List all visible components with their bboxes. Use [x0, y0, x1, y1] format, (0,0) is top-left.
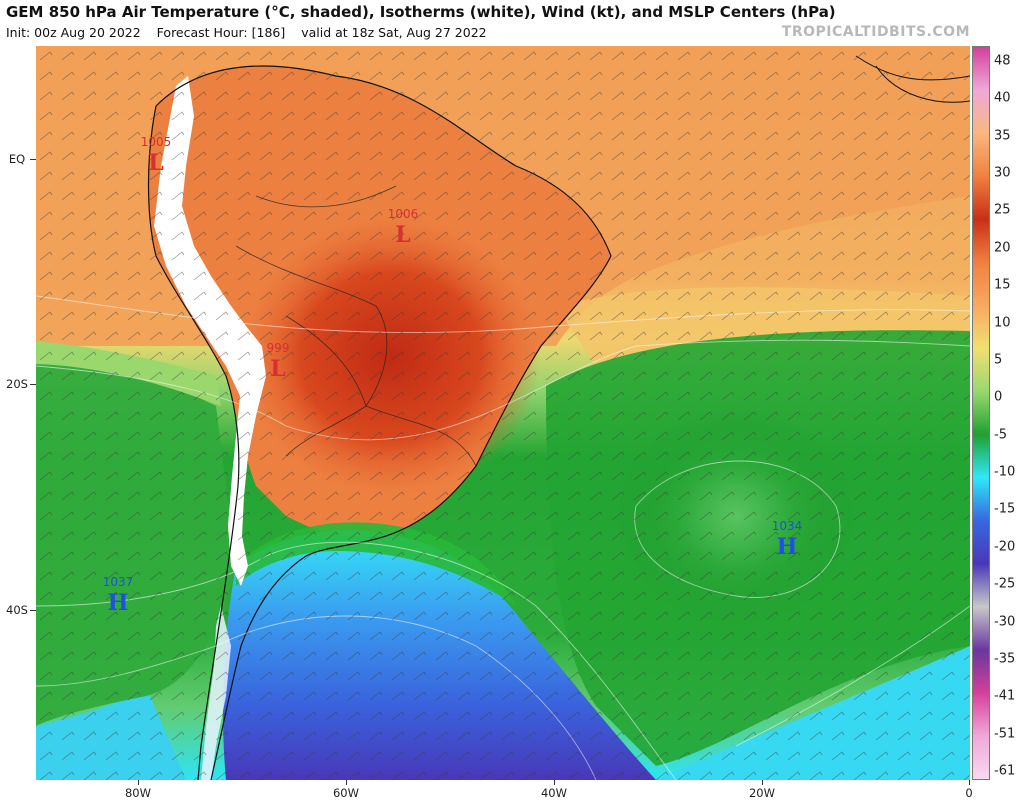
- pressure-center-1034: 1034 H: [772, 519, 803, 560]
- lon-tick: [762, 780, 763, 785]
- brand-watermark: TROPICALTIDBITS.COM: [781, 24, 970, 40]
- colorbar-label: -15: [994, 501, 1016, 517]
- forecast-hour: Forecast Hour: [186]: [156, 25, 286, 40]
- colorbar-label: 30: [994, 165, 1011, 181]
- lat-label-eq: EQ: [8, 152, 26, 166]
- lon-label-80w: 80W: [124, 786, 152, 800]
- pressure-center-1037: 1037 H: [103, 575, 134, 616]
- pressure-letter: L: [270, 356, 285, 382]
- lon-tick: [554, 780, 555, 785]
- colorbar-label: -61: [994, 763, 1016, 779]
- lon-label-60w: 60W: [332, 786, 360, 800]
- wind-barbs: [36, 46, 970, 780]
- map-subtitle: Init: 00z Aug 20 2022 Forecast Hour: [18…: [6, 25, 499, 40]
- temperature-field: 1005 L 1006 L 999 L 1034 H 1037 H: [36, 46, 970, 780]
- lon-label-0: 0: [965, 786, 973, 800]
- pressure-letter: L: [395, 222, 410, 248]
- init-time: Init: 00z Aug 20 2022: [6, 25, 141, 40]
- pressure-value: 1037: [103, 575, 134, 589]
- colorbar-label: 35: [994, 128, 1011, 144]
- temperature-map: 1005 L 1006 L 999 L 1034 H 1037 H: [36, 46, 970, 780]
- lon-tick: [138, 780, 139, 785]
- colorbar-label: 20: [994, 240, 1011, 256]
- colorbar-label: -41: [994, 688, 1016, 704]
- pressure-value: 999: [267, 341, 290, 355]
- lat-tick: [30, 610, 36, 611]
- valid-time: valid at 18z Sat, Aug 27 2022: [301, 25, 487, 40]
- pressure-center-1005: 1005 L: [141, 135, 172, 176]
- pressure-letter: H: [108, 590, 129, 616]
- lon-label-20w: 20W: [748, 786, 776, 800]
- pressure-value: 1034: [772, 519, 803, 533]
- pressure-value: 1006: [388, 207, 419, 221]
- colorbar-label: 40: [994, 90, 1011, 106]
- lon-tick: [346, 780, 347, 785]
- colorbar-label: -51: [994, 726, 1016, 742]
- colorbar-label: 0: [994, 389, 1003, 405]
- colorbar-label: 15: [994, 277, 1011, 293]
- lon-tick: [969, 780, 970, 785]
- temperature-colorbar: [972, 46, 990, 780]
- lat-label-20s: 20S: [6, 377, 28, 391]
- colorbar-label: -35: [994, 651, 1016, 667]
- map-title: GEM 850 hPa Air Temperature (°C, shaded)…: [6, 3, 836, 21]
- lat-label-40s: 40S: [6, 603, 28, 617]
- pressure-letter: H: [777, 534, 798, 560]
- colorbar-label: -5: [994, 427, 1007, 443]
- colorbar-label: -10: [994, 464, 1016, 480]
- lon-label-40w: 40W: [540, 786, 568, 800]
- lat-tick: [30, 159, 36, 160]
- colorbar-label: -30: [994, 614, 1016, 630]
- colorbar-label: -25: [994, 576, 1016, 592]
- colorbar-label: 5: [994, 352, 1003, 368]
- pressure-center-1006: 1006 L: [388, 207, 419, 248]
- pressure-value: 1005: [141, 135, 172, 149]
- colorbar-label: 48: [994, 53, 1011, 69]
- colorbar-label: 10: [994, 315, 1011, 331]
- pressure-letter: L: [148, 150, 163, 176]
- colorbar-label: 25: [994, 202, 1011, 218]
- pressure-center-999: 999 L: [267, 341, 290, 382]
- lat-tick: [30, 384, 36, 385]
- colorbar-label: -20: [994, 539, 1016, 555]
